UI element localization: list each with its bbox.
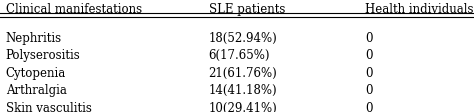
Text: 10(29.41%): 10(29.41%) bbox=[209, 101, 277, 112]
Text: 14(41.18%): 14(41.18%) bbox=[209, 83, 277, 96]
Text: Arthralgia: Arthralgia bbox=[6, 83, 66, 96]
Text: 18(52.94%): 18(52.94%) bbox=[209, 31, 277, 44]
Text: 0: 0 bbox=[365, 31, 373, 44]
Text: Skin vasculitis: Skin vasculitis bbox=[6, 101, 91, 112]
Text: Health individuals: Health individuals bbox=[365, 3, 474, 16]
Text: 0: 0 bbox=[365, 66, 373, 79]
Text: 0: 0 bbox=[365, 101, 373, 112]
Text: 6(17.65%): 6(17.65%) bbox=[209, 49, 270, 62]
Text: 0: 0 bbox=[365, 49, 373, 62]
Text: Polyserositis: Polyserositis bbox=[6, 49, 81, 62]
Text: SLE patients: SLE patients bbox=[209, 3, 285, 16]
Text: 21(61.76%): 21(61.76%) bbox=[209, 66, 277, 79]
Text: Clinical manifestations: Clinical manifestations bbox=[6, 3, 142, 16]
Text: Cytopenia: Cytopenia bbox=[6, 66, 66, 79]
Text: 0: 0 bbox=[365, 83, 373, 96]
Text: Nephritis: Nephritis bbox=[6, 31, 62, 44]
